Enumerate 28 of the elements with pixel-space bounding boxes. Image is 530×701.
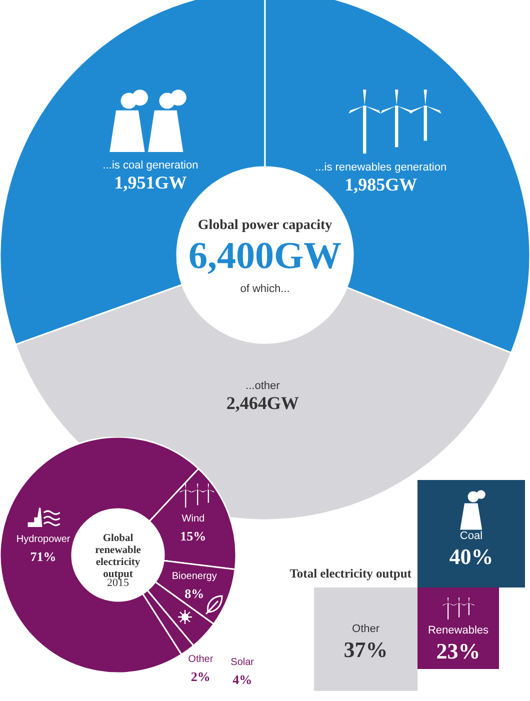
slice-label: Solar <box>230 656 255 668</box>
text: of which... <box>240 283 290 295</box>
data-label: 4% <box>232 672 252 687</box>
data-label: 2,464GW <box>226 392 299 413</box>
data-label: 1,985GW <box>344 174 418 194</box>
slice-label: Hydropower <box>16 534 71 546</box>
data-label: 1,951GW <box>114 172 187 192</box>
data-label: 37% <box>344 637 388 662</box>
category-label: Coal <box>460 530 483 542</box>
slice-label: Other <box>188 654 214 665</box>
category-label: Other <box>352 623 380 636</box>
data-label: 8% <box>184 586 204 601</box>
text: 6,400GW <box>188 235 342 277</box>
text: 2015 <box>107 577 130 589</box>
slice-label: Bioenergy <box>172 570 217 582</box>
slice-label: ...other <box>246 380 280 392</box>
text: Global power capacity <box>198 218 332 233</box>
data-label: 23% <box>436 638 480 664</box>
data-label: 2% <box>190 668 210 684</box>
text: Total electricity output <box>290 566 412 581</box>
data-label: 71% <box>30 549 56 564</box>
data-label: 40% <box>449 544 494 569</box>
category-label: Renewables <box>428 624 490 636</box>
slice-label: ...is coal generation <box>102 159 198 172</box>
slice-label: ...is renewables generation <box>315 161 447 174</box>
text: Global renewable electricity output <box>95 533 142 580</box>
data-label: 15% <box>180 528 206 544</box>
slice-label: Wind <box>182 514 205 525</box>
